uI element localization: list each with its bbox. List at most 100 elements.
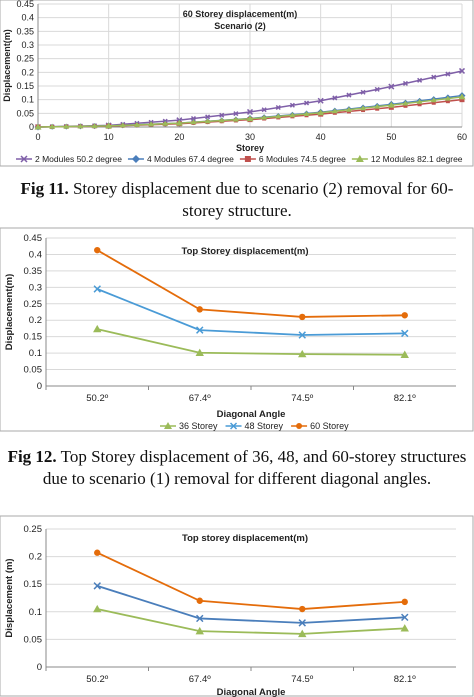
legend-label: 12 Modules 82.1 degree bbox=[371, 154, 463, 164]
legend-marker bbox=[244, 156, 251, 162]
data-point bbox=[133, 121, 140, 127]
series-line-2 bbox=[96, 288, 405, 336]
figure-11-text: Storey displacement due to scenario (2) … bbox=[72, 179, 454, 220]
data-point bbox=[402, 80, 408, 86]
y-tick-label: 0.35 bbox=[16, 26, 34, 36]
data-point bbox=[299, 605, 306, 613]
legend-marker bbox=[164, 422, 172, 429]
figure-12-label: Fig 12. bbox=[7, 447, 57, 466]
data-point bbox=[196, 597, 203, 604]
x-tick-label: 82.1º bbox=[394, 674, 416, 685]
data-point bbox=[304, 100, 310, 106]
data-point bbox=[345, 106, 352, 112]
x-tick-label: 82.1º bbox=[394, 393, 416, 404]
data-point bbox=[445, 99, 450, 104]
data-point bbox=[261, 107, 267, 113]
y-tick-label: 0.15 bbox=[24, 579, 43, 590]
legend-label: 4 Modules 67.4 degree bbox=[147, 154, 234, 164]
y-axis-label: Displacement(m) bbox=[4, 274, 15, 351]
data-point bbox=[431, 100, 436, 105]
x-tick-label: 60 bbox=[457, 132, 467, 142]
data-point bbox=[430, 97, 437, 103]
x-axis-label: Storey bbox=[236, 143, 264, 153]
legend-marker bbox=[230, 422, 238, 430]
data-point bbox=[275, 113, 282, 119]
data-point bbox=[63, 123, 70, 129]
data-point bbox=[190, 115, 196, 122]
series-line-1 bbox=[97, 328, 405, 356]
chart-frame bbox=[0, 0, 474, 167]
y-tick-label: 0.45 bbox=[24, 233, 43, 244]
x-tick-label: 40 bbox=[316, 132, 326, 142]
chart-subtitle: Scenario (2) bbox=[214, 21, 266, 31]
x-axis-label: Diagonal Angle bbox=[217, 409, 286, 420]
y-tick-label: 0.1 bbox=[29, 348, 42, 359]
x-tick-label: 50.2º bbox=[86, 393, 108, 404]
y-tick-label: 0.15 bbox=[24, 332, 43, 343]
data-point bbox=[105, 122, 113, 129]
data-point bbox=[332, 95, 338, 101]
data-point bbox=[195, 348, 204, 356]
legend-label: 6 Modules 74.5 degree bbox=[259, 154, 346, 164]
x-tick-label: 0 bbox=[35, 132, 40, 142]
data-point bbox=[148, 121, 155, 127]
y-tick-label: 0.45 bbox=[16, 0, 34, 9]
data-point bbox=[400, 350, 409, 358]
y-tick-label: 0.25 bbox=[16, 54, 34, 64]
data-point bbox=[402, 100, 409, 106]
figure-11-label: Fig 11. bbox=[20, 179, 69, 198]
y-tick-label: 0.2 bbox=[29, 315, 42, 326]
y-axis-label: Displacement(m) bbox=[2, 29, 12, 102]
data-point bbox=[298, 349, 307, 358]
y-tick-label: 0.4 bbox=[29, 249, 42, 260]
data-point bbox=[94, 549, 101, 556]
y-tick-label: 0.05 bbox=[16, 108, 34, 118]
y-tick-label: 0.2 bbox=[29, 552, 42, 563]
data-point bbox=[275, 104, 281, 111]
legend-label: 36 Storey bbox=[179, 421, 218, 431]
data-point bbox=[233, 111, 239, 117]
data-point bbox=[303, 110, 310, 116]
y-tick-label: 0.35 bbox=[24, 266, 43, 277]
data-point bbox=[205, 114, 211, 120]
y-tick-label: 0.05 bbox=[24, 365, 43, 376]
x-tick-label: 74.5º bbox=[291, 393, 313, 404]
figure-11-caption: Fig 11. Storey displacement due to scena… bbox=[0, 178, 474, 222]
y-tick-label: 0.4 bbox=[21, 13, 34, 23]
x-tick-label: 67.4º bbox=[189, 393, 211, 404]
data-point bbox=[374, 86, 380, 92]
data-point bbox=[196, 614, 204, 623]
data-point bbox=[458, 93, 466, 100]
y-tick-label: 0.3 bbox=[21, 40, 34, 50]
chart-title: Top Storey displacement(m) bbox=[181, 246, 308, 257]
data-point bbox=[298, 331, 306, 339]
top-storey-displacement-chart-2: 0 0.05 0.1 0.15 0.2 0.25 50.2º 67.4º 74.5º 82.1º T… bbox=[0, 515, 474, 697]
data-point bbox=[400, 624, 409, 632]
data-point bbox=[317, 109, 325, 116]
data-point bbox=[360, 89, 366, 95]
data-point bbox=[246, 115, 254, 122]
data-point bbox=[289, 102, 295, 108]
data-point bbox=[444, 95, 451, 101]
series-line-3 bbox=[96, 551, 405, 610]
data-point bbox=[401, 312, 408, 319]
data-point bbox=[416, 98, 423, 104]
x-tick-label: 20 bbox=[174, 132, 184, 142]
data-point bbox=[299, 313, 306, 321]
data-point bbox=[417, 102, 422, 107]
data-point bbox=[374, 103, 381, 109]
data-point bbox=[175, 119, 183, 126]
data-point bbox=[93, 324, 102, 333]
chart-title: 60 Storey displacement(m) bbox=[183, 9, 298, 19]
storey-displacement-chart: 0 0.05 0.1 0.15 0.2 0.25 0.3 0.35 0.4 0.45 0 10 20 30… bbox=[0, 0, 474, 167]
data-point bbox=[445, 71, 451, 77]
data-point bbox=[93, 582, 101, 590]
y-tick-label: 0.2 bbox=[21, 67, 34, 77]
top-storey-displacement-chart: 0 0.05 0.1 0.15 0.2 0.25 0.3 0.35 0.4 0.45 50.2º 67… bbox=[0, 227, 474, 432]
data-point bbox=[94, 246, 101, 254]
legend-label: 60 Storey bbox=[310, 421, 349, 431]
x-axis-label: Diagonal Angle bbox=[217, 687, 286, 697]
data-point bbox=[218, 117, 225, 123]
data-point bbox=[190, 119, 197, 125]
y-tick-label: 0.05 bbox=[24, 634, 43, 645]
